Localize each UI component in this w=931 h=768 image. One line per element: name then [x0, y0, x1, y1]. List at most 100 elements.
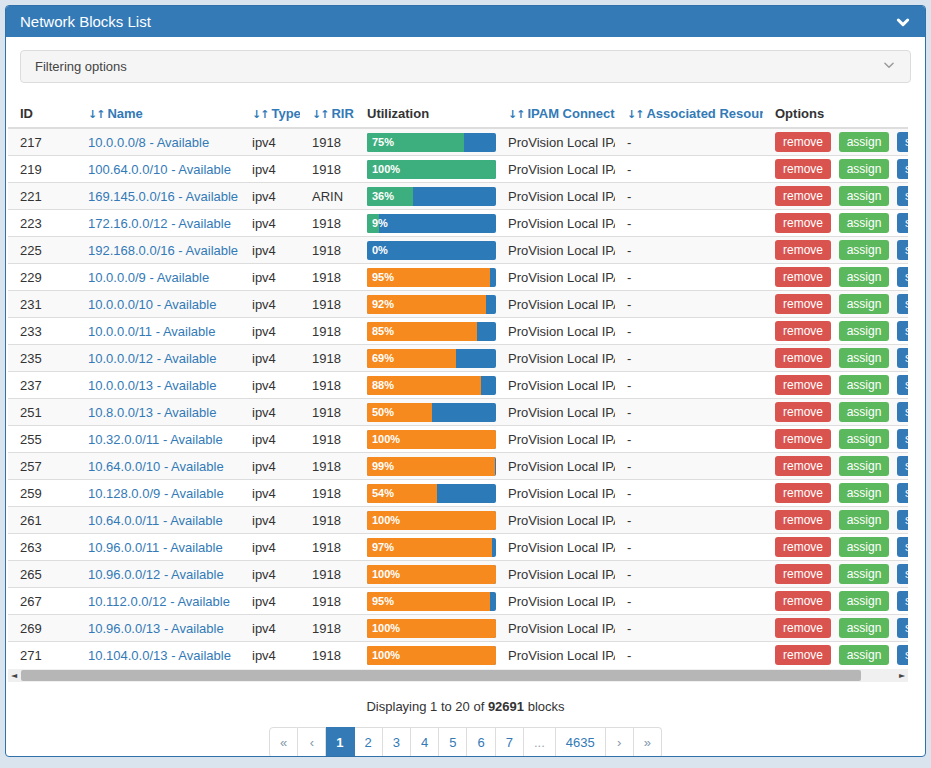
- sync-button[interactable]: sync: [897, 618, 908, 638]
- assign-button[interactable]: assign: [839, 348, 890, 368]
- assign-button[interactable]: assign: [839, 564, 890, 584]
- sync-button[interactable]: sync: [897, 348, 908, 368]
- page-2-button[interactable]: 2: [355, 727, 383, 758]
- assign-button[interactable]: assign: [839, 294, 890, 314]
- block-name-link[interactable]: 10.96.0.0/11 - Available: [88, 540, 223, 555]
- block-name-link[interactable]: 10.96.0.0/12 - Available: [88, 567, 224, 582]
- assign-button[interactable]: assign: [839, 267, 890, 287]
- remove-button[interactable]: remove: [775, 348, 831, 368]
- block-name-link[interactable]: 10.104.0.0/13 - Available: [88, 648, 231, 663]
- scrollbar-right-arrow-icon[interactable]: ►: [896, 669, 908, 682]
- assign-button[interactable]: assign: [839, 375, 890, 395]
- remove-button[interactable]: remove: [775, 321, 831, 341]
- column-header-ipam-connector[interactable]: ↓↑IPAM Connector: [496, 102, 615, 128]
- remove-button[interactable]: remove: [775, 429, 831, 449]
- block-name-link[interactable]: 169.145.0.0/16 - Available: [88, 189, 238, 204]
- sync-button[interactable]: sync: [897, 186, 908, 206]
- sync-button[interactable]: sync: [897, 321, 908, 341]
- remove-button[interactable]: remove: [775, 213, 831, 233]
- block-name-link[interactable]: 10.0.0.0/13 - Available: [88, 378, 216, 393]
- assign-button[interactable]: assign: [839, 132, 890, 152]
- remove-button[interactable]: remove: [775, 267, 831, 287]
- assign-button[interactable]: assign: [839, 429, 890, 449]
- block-name-link[interactable]: 10.112.0.0/12 - Available: [88, 594, 230, 609]
- sync-button[interactable]: sync: [897, 591, 908, 611]
- panel-collapse-chevron-down-icon[interactable]: [895, 14, 911, 30]
- last-page-button[interactable]: »: [634, 727, 662, 758]
- sync-button[interactable]: sync: [897, 537, 908, 557]
- sync-button[interactable]: sync: [897, 456, 908, 476]
- remove-button[interactable]: remove: [775, 186, 831, 206]
- remove-button[interactable]: remove: [775, 294, 831, 314]
- filtering-options-toggle[interactable]: Filtering options: [20, 50, 911, 83]
- remove-button[interactable]: remove: [775, 402, 831, 422]
- sync-button[interactable]: sync: [897, 483, 908, 503]
- assign-button[interactable]: assign: [839, 186, 890, 206]
- page-3-button[interactable]: 3: [383, 727, 411, 758]
- assign-button[interactable]: assign: [839, 483, 890, 503]
- remove-button[interactable]: remove: [775, 159, 831, 179]
- remove-button[interactable]: remove: [775, 240, 831, 260]
- page-6-button[interactable]: 6: [467, 727, 495, 758]
- column-header-rir[interactable]: ↓↑RIR: [300, 102, 355, 128]
- page-1-button[interactable]: 1: [326, 727, 354, 758]
- block-name-link[interactable]: 172.16.0.0/12 - Available: [88, 216, 231, 231]
- block-name-link[interactable]: 10.0.0.0/10 - Available: [88, 297, 216, 312]
- block-name-link[interactable]: 10.64.0.0/11 - Available: [88, 513, 223, 528]
- block-name-link[interactable]: 10.0.0.0/12 - Available: [88, 351, 216, 366]
- block-name-link[interactable]: 10.32.0.0/11 - Available: [88, 432, 223, 447]
- sync-button[interactable]: sync: [897, 213, 908, 233]
- sync-button[interactable]: sync: [897, 159, 908, 179]
- sync-button[interactable]: sync: [897, 294, 908, 314]
- remove-button[interactable]: remove: [775, 132, 831, 152]
- block-name-link[interactable]: 10.0.0.0/9 - Available: [88, 270, 209, 285]
- sync-button[interactable]: sync: [897, 402, 908, 422]
- next-page-button[interactable]: ›: [606, 727, 634, 758]
- assign-button[interactable]: assign: [839, 321, 890, 341]
- remove-button[interactable]: remove: [775, 375, 831, 395]
- sync-button[interactable]: sync: [897, 564, 908, 584]
- sync-button[interactable]: sync: [897, 375, 908, 395]
- sync-button[interactable]: sync: [897, 240, 908, 260]
- remove-button[interactable]: remove: [775, 510, 831, 530]
- page-4635-button[interactable]: 4635: [556, 727, 606, 758]
- assign-button[interactable]: assign: [839, 618, 890, 638]
- assign-button[interactable]: assign: [839, 240, 890, 260]
- remove-button[interactable]: remove: [775, 456, 831, 476]
- horizontal-scrollbar[interactable]: ◄ ►: [8, 669, 908, 682]
- block-name-link[interactable]: 10.128.0.0/9 - Available: [88, 486, 224, 501]
- remove-button[interactable]: remove: [775, 483, 831, 503]
- block-name-link[interactable]: 10.8.0.0/13 - Available: [88, 405, 216, 420]
- sync-button[interactable]: sync: [897, 645, 908, 665]
- assign-button[interactable]: assign: [839, 402, 890, 422]
- assign-button[interactable]: assign: [839, 213, 890, 233]
- block-name-link[interactable]: 100.64.0.0/10 - Available: [88, 162, 231, 177]
- assign-button[interactable]: assign: [839, 645, 890, 665]
- sync-button[interactable]: sync: [897, 132, 908, 152]
- block-name-link[interactable]: 10.0.0.0/11 - Available: [88, 324, 215, 339]
- assign-button[interactable]: assign: [839, 537, 890, 557]
- assign-button[interactable]: assign: [839, 456, 890, 476]
- prev-page-button[interactable]: ‹: [298, 727, 326, 758]
- block-name-link[interactable]: 10.96.0.0/13 - Available: [88, 621, 224, 636]
- page-7-button[interactable]: 7: [496, 727, 524, 758]
- remove-button[interactable]: remove: [775, 537, 831, 557]
- sync-button[interactable]: sync: [897, 267, 908, 287]
- column-header-associated-resources[interactable]: ↓↑Associated Resources: [615, 102, 763, 128]
- scrollbar-thumb[interactable]: [21, 670, 861, 681]
- assign-button[interactable]: assign: [839, 591, 890, 611]
- first-page-button[interactable]: «: [269, 727, 298, 758]
- block-name-link[interactable]: 10.0.0.0/8 - Available: [88, 135, 209, 150]
- column-header-type[interactable]: ↓↑Type: [240, 102, 300, 128]
- assign-button[interactable]: assign: [839, 510, 890, 530]
- block-name-link[interactable]: 10.64.0.0/10 - Available: [88, 459, 224, 474]
- page-5-button[interactable]: 5: [439, 727, 467, 758]
- remove-button[interactable]: remove: [775, 591, 831, 611]
- sync-button[interactable]: sync: [897, 510, 908, 530]
- remove-button[interactable]: remove: [775, 645, 831, 665]
- block-name-link[interactable]: 192.168.0.0/16 - Available: [88, 243, 238, 258]
- remove-button[interactable]: remove: [775, 618, 831, 638]
- page-4-button[interactable]: 4: [411, 727, 439, 758]
- assign-button[interactable]: assign: [839, 159, 890, 179]
- remove-button[interactable]: remove: [775, 564, 831, 584]
